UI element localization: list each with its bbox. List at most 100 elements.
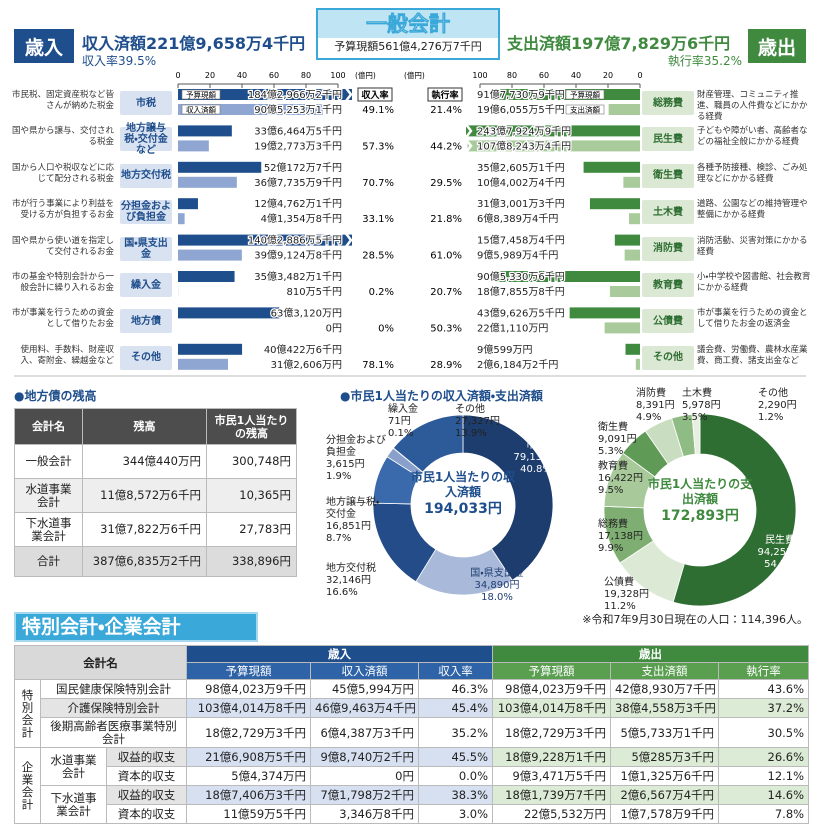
budget-total: 予算現額561億4,276万7千円 <box>334 40 482 53</box>
segment-value-label: 16,422円 <box>598 473 643 484</box>
account-name: 国民健康保険特別会計 <box>40 679 187 699</box>
header-cell: 会計名 <box>14 645 187 680</box>
segment-percent-label: 3.5% <box>682 412 708 423</box>
segment-name: 衛生費 <box>598 422 628 433</box>
header-cell: 執行率 <box>718 662 810 680</box>
category: 民生費 <box>642 127 694 152</box>
header-cell: 歳入 <box>185 645 494 663</box>
segment-label: 市税 79,138円 40.8% <box>512 440 560 476</box>
donut-segment <box>691 413 701 455</box>
general-account-title: 一般会計 <box>318 10 498 38</box>
rate-label: 29.5% <box>430 178 462 189</box>
budget-bar <box>178 271 235 282</box>
bar-break <box>465 138 473 154</box>
donut-segment <box>462 414 554 581</box>
rate-label: 28.9% <box>430 360 462 371</box>
data-row: 下水道事業会計 収益的収支 18億7,406万3千円 7億1,798万2千円 38.3%… <box>15 785 810 824</box>
value-cell: 98億4,023万9千円 <box>186 679 311 699</box>
segment-label: 消防費 8,391円 4.9% <box>636 388 680 424</box>
account-name: 下水道事業会計 <box>40 785 107 824</box>
tag: 支出済額 <box>570 105 600 115</box>
rate-header-box <box>427 87 463 102</box>
segment-label: 教育費 16,422円 9.5% <box>598 461 648 497</box>
actual-bar <box>178 213 185 225</box>
debt-cell: 27,783円 <box>206 512 297 547</box>
segment-value-label: 3,615円 <box>326 459 365 470</box>
category: 地方交付税 <box>120 163 172 188</box>
x-tick-label: 100 <box>472 71 487 80</box>
debt-table: 会計名 残高 市民1人当たりの残高 一般会計 344億440万円 300,748円 水道事業… <box>14 408 297 577</box>
debt-cell: 11億8,572万6千円 <box>82 478 207 513</box>
segment-label: 民生費 94,255円 54.5% <box>755 535 805 571</box>
center-total: 172,893円 <box>661 508 739 524</box>
group-label: 企業会計 <box>14 747 41 824</box>
description: 各種予防接種、検診、ごみ処理などにかかる経費 <box>697 162 808 184</box>
segment-label: 土木費 5,978円 3.5% <box>682 388 726 424</box>
x-tick-label: 20 <box>603 71 613 80</box>
center-label: 市民1人当たりの支出済額 <box>647 477 753 506</box>
actual-label: 90億5,253万1千円 <box>254 103 342 116</box>
actual-label: 19億2,773万3千円 <box>254 139 342 152</box>
value-cell: 3.0% <box>417 804 494 824</box>
value-cell: 5億285万3千円 <box>610 747 720 767</box>
actual-label: 4億1,354万8千円 <box>261 212 342 225</box>
budget-label: 40億422万6千円 <box>264 343 342 356</box>
budget-bar <box>589 198 640 210</box>
category: 繰入金 <box>120 273 172 297</box>
value-cell: 0.0% <box>417 766 494 786</box>
segment-name: 消防費 <box>636 388 666 399</box>
category: 土木費 <box>642 200 694 225</box>
x-tick-label: 100 <box>330 71 345 80</box>
axis-unit: (億円) <box>355 70 376 80</box>
actual-label: 36億7,735万9千円 <box>254 176 342 189</box>
description: 道路、公園などの維持管理や整備にかかる経費 <box>697 199 808 221</box>
budget-label: 90億5,330万6千円 <box>477 270 565 283</box>
segment-percent-label: 0.1% <box>388 428 414 439</box>
segment-name: 教育費 <box>598 461 628 472</box>
actual-label: 810万5千円 <box>287 286 342 298</box>
segment-value-label: 27,327円 <box>455 416 500 427</box>
rate-label: 20.7% <box>430 287 462 298</box>
segment-value-label: 5,978円 <box>682 400 721 411</box>
bar-break <box>465 123 473 139</box>
debt-cell: 水道事業会計 <box>14 478 83 513</box>
description: 消防活動、災害対策にかかる経費 <box>697 235 808 257</box>
segment-name: 公債費 <box>604 577 634 588</box>
segment-value-label: 16,851円 <box>326 521 371 532</box>
budget-label: 140億2,886万5千円 <box>248 234 342 247</box>
tag-box <box>565 104 605 115</box>
budget-bar <box>178 198 198 210</box>
budget-bar <box>583 161 640 173</box>
actual-bar <box>178 358 229 370</box>
segment-name: 民生費 <box>765 535 795 546</box>
actual-bar <box>609 286 640 297</box>
debt-cell: 300,748円 <box>206 444 297 479</box>
value-cell: 5億4,374万円 <box>186 766 311 786</box>
header-cell: 予算現額 <box>186 662 311 680</box>
actual-bar <box>624 249 640 261</box>
value-cell: 9億3,471万5千円 <box>492 766 612 786</box>
budget-bar <box>178 89 352 100</box>
actual-bar <box>623 176 640 188</box>
actual-bar <box>178 104 323 115</box>
debt-row: 一般会計 344億440万円 300,748円 <box>14 444 297 479</box>
segment-value-label: 19,328円 <box>604 589 649 600</box>
segment-value-label: 71円 <box>388 416 411 427</box>
budget-bar <box>569 307 640 319</box>
data-row: 資本的収支 5億4,374万円 0円 0.0% 9億3,471万5千円 1億1,325万6… <box>15 766 810 786</box>
segment-name: 地方交付税 <box>326 563 376 574</box>
x-tick-label: 40 <box>237 71 247 80</box>
budget-bar <box>466 125 641 137</box>
value-cell: 18億1,739万7千円 <box>492 785 612 805</box>
value-cell: 103億4,014万8千円 <box>186 698 311 718</box>
budget-label: 91億7,730万9千円 <box>477 88 565 101</box>
description: 国や県から使い道を指定して交付されるお金 <box>11 235 114 257</box>
rate-header-box <box>357 87 393 102</box>
category: その他 <box>120 345 172 370</box>
segment-label: その他 2,290円 1.2% <box>758 388 808 424</box>
actual-bar <box>178 249 242 261</box>
budget-label: 15億7,458万4千円 <box>477 234 565 247</box>
value-cell: 6億4,387万3千円 <box>310 717 419 748</box>
description: 使用料、手数料、財産収入、寄附金、繰越金など <box>20 344 114 366</box>
